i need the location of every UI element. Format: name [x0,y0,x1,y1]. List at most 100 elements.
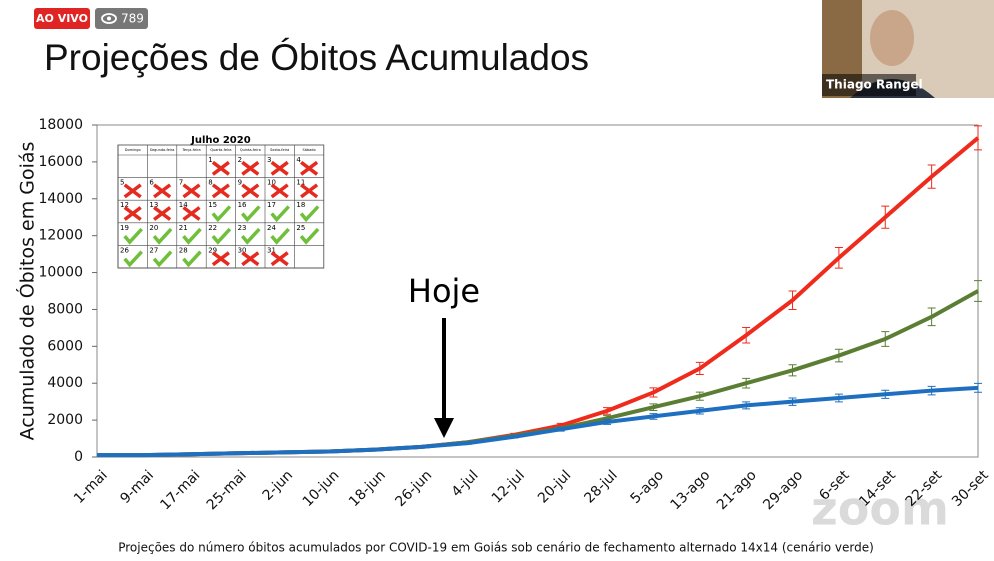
day-number: 16 [238,201,247,209]
check-mark [270,227,290,245]
y-tick-label: 12000 [38,228,83,244]
y-tick-label: 8000 [47,301,83,317]
day-number: 15 [208,201,217,209]
live-badge [34,8,90,29]
day-number: 18 [296,201,305,209]
day-number: 10 [267,179,276,187]
weekday: Quinta-feira [240,148,261,152]
calendar-frame [117,144,325,269]
day-number: 8 [208,179,212,187]
x-tick-label: 1-mai [71,467,111,507]
arrow-head [434,418,454,438]
y-tick-label: 4000 [47,375,83,391]
x-tick-label: 12-jul [489,467,528,506]
y-tick-label: 6000 [47,338,83,354]
x-mark [123,183,142,199]
day-number: 29 [208,246,217,254]
day-number: 9 [238,179,242,187]
day-number: 24 [267,224,276,232]
x-tick-label: 20-jul [535,467,574,506]
check-mark [211,227,232,245]
x-tick-label: 25-mai [204,467,250,513]
day-number: 27 [149,246,158,254]
day-number: 6 [149,179,154,187]
x-tick-label: 10-jun [300,467,343,510]
error-bar [974,125,982,151]
x-mark [241,160,260,176]
x-mark [211,251,230,267]
x-mark [270,160,289,176]
check-mark [299,205,320,223]
check-mark [270,205,290,223]
x-tick-label: 21-ago [714,467,760,513]
x-tick-label: 5-ago [627,467,667,507]
day-number: 2 [238,156,242,164]
x-mark [153,206,172,221]
x-mark [300,160,319,176]
x-tick-label: 4-jul [449,467,482,500]
day-number: 14 [179,201,188,209]
check-mark [123,250,143,268]
eye-pupil [107,16,111,21]
x-tick-label: 28-jul [581,467,620,506]
x-mark [211,183,230,199]
x-mark [211,160,230,176]
day-number: 28 [179,246,188,254]
weekday: Segunda-feira [150,148,175,152]
name-tag [822,74,916,96]
day-number: 7 [179,179,183,187]
weekday: Terça-feira [181,148,200,152]
check-mark [211,205,232,223]
check-mark [182,250,202,268]
annotation: Hoje [408,272,480,310]
day-number: 26 [120,246,129,254]
day-number: 30 [238,246,247,254]
caption: Projeções do número óbitos acumulados po… [118,541,874,555]
day-number: 4 [296,156,301,164]
x-mark [270,251,289,267]
y-tick-label: 0 [74,449,83,465]
y-tick-label: 16000 [38,154,83,170]
day-number: 20 [149,224,158,232]
x-tick-label: 2-jun [260,467,296,503]
day-number: 31 [267,246,276,254]
day-number: 25 [296,224,305,232]
day-number: 21 [179,224,188,232]
x-mark [123,206,142,221]
x-mark [241,251,260,267]
calendar-title: Julho 2020 [190,135,251,146]
check-mark [152,227,173,245]
day-number: 1 [208,156,212,164]
viewer-count: 789 [121,12,144,26]
x-tick-label: 30-set [949,467,992,510]
y-tick-label: 10000 [38,265,83,281]
x-tick-label: 29-ago [760,467,806,513]
day-number: 23 [238,224,247,232]
x-mark [182,206,201,221]
x-mark [300,183,319,199]
calendar: Julho 2020 Domingo Segunda-feira Terça-feir… [117,135,325,269]
series-line [97,385,979,458]
y-tick-label: 18000 [38,117,83,133]
live-label: AO VIVO [36,12,88,25]
y-tick-label: 2000 [47,412,83,428]
x-tick-label: 17-mai [157,467,203,513]
x-mark [270,183,289,199]
y-axis-label: Acumulado de Óbitos em Goiás [15,142,39,441]
weekday: Quarta-feira [210,148,231,152]
y-tick-label: 14000 [38,191,83,207]
day-number: 3 [267,156,271,164]
day-number: 13 [149,201,158,209]
x-tick-label: 9-mai [117,467,157,507]
weekday: Sexta-feira [270,148,289,152]
weekday: Domingo [125,148,141,152]
weekday: Sábado [303,148,316,152]
watermark: zoom [811,482,949,536]
check-mark [152,250,173,268]
check-mark [182,227,202,245]
x-tick-label: 13-ago [668,467,714,513]
day-number: 12 [120,201,129,209]
check-mark [123,227,143,245]
check-mark [240,205,261,223]
